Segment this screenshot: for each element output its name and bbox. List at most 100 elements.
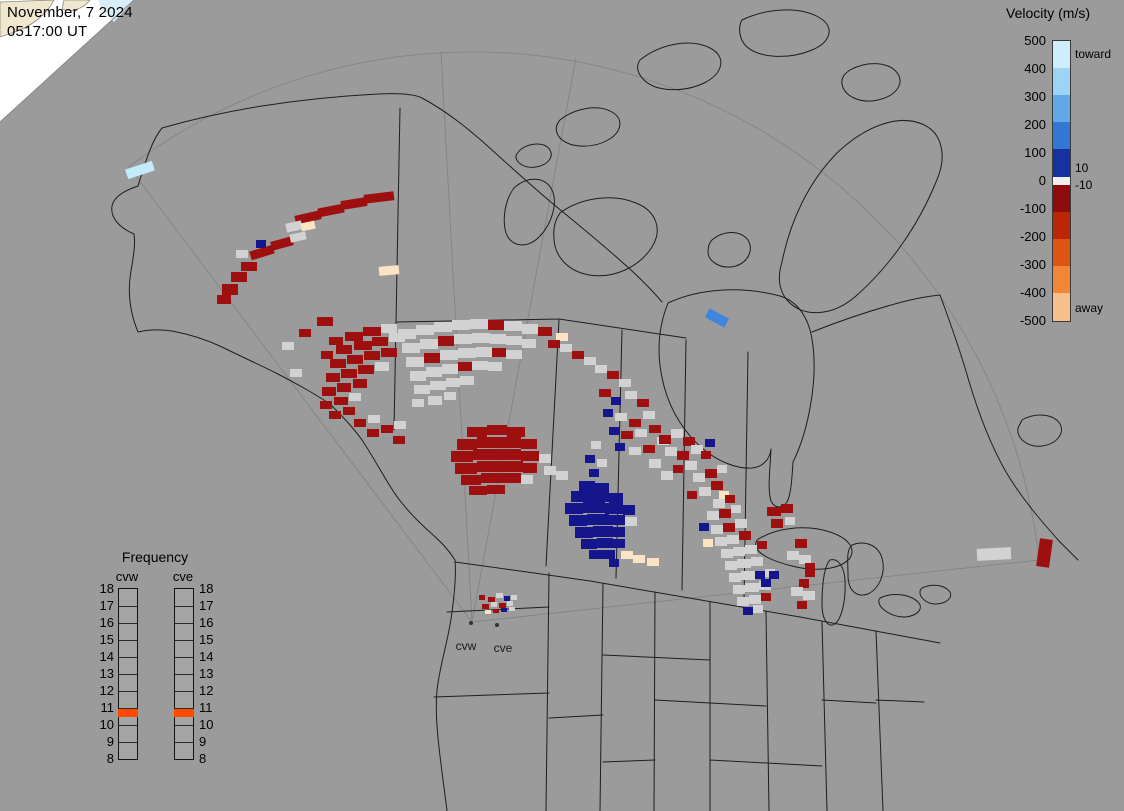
velocity-cell — [717, 465, 727, 473]
velocity-cell — [621, 551, 633, 559]
velocity-cell — [757, 541, 767, 549]
velocity-cell — [719, 491, 729, 499]
velocity-tick-label: 0 — [1038, 173, 1046, 188]
velocity-colorbar-segment — [1053, 266, 1070, 293]
velocity-cell — [589, 491, 609, 502]
frequency-tick-label: 10 — [199, 717, 214, 732]
lake-superior — [755, 527, 853, 570]
velocity-cell — [1036, 538, 1053, 568]
velocity-cell — [625, 391, 637, 399]
velocity-cell — [444, 392, 456, 400]
velocity-colorbar-segment — [1053, 149, 1070, 177]
velocity-cell — [428, 396, 442, 405]
radar-site-dot-cve — [495, 623, 499, 627]
southampton-island — [707, 232, 751, 268]
velocity-cell — [446, 378, 460, 387]
velocity-cell — [509, 607, 515, 611]
labrador-coast — [811, 294, 941, 333]
velocity-cell — [340, 197, 368, 210]
velocity-cell — [589, 469, 599, 477]
velocity-cell — [372, 337, 388, 346]
velocity-cell — [326, 373, 340, 382]
frequency-column-label-cvw: cvw — [115, 569, 139, 584]
velocity-cell — [485, 610, 491, 614]
frequency-tick-label: 11 — [199, 700, 213, 715]
velocity-cell — [479, 595, 485, 600]
frequency-bar-tickline — [119, 657, 137, 658]
velocity-cell — [687, 491, 697, 499]
frequency-tick-label: 16 — [99, 615, 114, 630]
velocity-cell — [496, 593, 503, 598]
velocity-cell — [358, 365, 374, 374]
velocity-cell — [609, 515, 625, 525]
velocity-cell — [492, 348, 506, 357]
velocity-cell — [571, 491, 589, 502]
velocity-cell — [458, 362, 472, 371]
frequency-bar-tickline — [175, 742, 193, 743]
velocity-cell — [591, 441, 601, 449]
velocity-cell — [755, 571, 765, 579]
velocity-cell — [458, 348, 476, 358]
province-borders — [396, 318, 749, 603]
velocity-cell — [231, 272, 247, 282]
velocity-legend-title: Velocity (m/s) — [1006, 5, 1091, 21]
velocity-cell — [785, 517, 795, 525]
velocity-cell — [587, 514, 609, 525]
velocity-cell — [623, 505, 635, 515]
velocity-cell — [761, 593, 771, 601]
velocity-cell — [493, 609, 499, 613]
velocity-cell — [544, 466, 556, 475]
velocity-cell — [522, 339, 536, 348]
velocity-cell — [701, 451, 711, 459]
corner-land-patch-small — [61, 0, 91, 11]
velocity-colorbar-segment — [1053, 68, 1070, 95]
away-label: away — [1075, 301, 1104, 315]
timestamp: November, 7 2024 0517:00 UT — [7, 3, 133, 41]
corner-sea-patch — [98, 0, 134, 22]
frequency-tick-label: 13 — [199, 666, 214, 681]
velocity-cell — [501, 608, 507, 612]
velocity-cell — [593, 526, 613, 537]
banks-island — [503, 178, 555, 246]
frequency-bar-tickline — [175, 640, 193, 641]
velocity-cell — [426, 367, 442, 377]
velocity-cell — [430, 381, 446, 390]
velocity-cell — [476, 347, 492, 357]
velocity-cell — [375, 362, 389, 371]
velocity-cell — [285, 220, 303, 233]
velocity-cell — [299, 329, 311, 337]
velocity-cell — [633, 555, 645, 563]
velocity-cell — [217, 295, 231, 304]
velocity-tick-label: -400 — [1019, 285, 1046, 300]
velocity-cell — [363, 191, 395, 204]
velocity-cell — [488, 320, 504, 330]
velocity-cell — [743, 607, 753, 615]
velocity-cell — [751, 557, 763, 566]
newfoundland — [1017, 414, 1062, 447]
velocity-cell — [521, 439, 537, 449]
velocity-cell — [745, 583, 759, 592]
velocity-cell — [336, 345, 352, 354]
frequency-bar-tickline — [119, 623, 137, 624]
velocity-cell — [569, 515, 587, 526]
frequency-bar-tickline — [175, 657, 193, 658]
velocity-cell — [737, 559, 751, 568]
velocity-cell — [393, 436, 405, 444]
velocity-cell — [613, 527, 625, 537]
frequency-bar-tickline — [119, 691, 137, 692]
velocity-cell — [711, 525, 723, 534]
plus10-tick-label: 10 — [1075, 161, 1089, 175]
velocity-colorbar-segment — [1053, 239, 1070, 266]
frequency-tick-label: 14 — [99, 649, 114, 664]
velocity-colorbar-segment — [1053, 212, 1070, 239]
velocity-colorbar-segment — [1053, 185, 1070, 212]
frequency-tick-label: 13 — [99, 666, 114, 681]
velocity-cell — [457, 439, 477, 450]
velocity-cell — [320, 401, 332, 409]
velocity-cell — [330, 359, 346, 368]
velocity-cell — [353, 379, 367, 388]
velocity-cell — [589, 550, 603, 559]
frequency-tick-label: 16 — [199, 615, 214, 630]
velocity-cell — [781, 504, 793, 513]
atlantic-coast — [939, 294, 1079, 561]
